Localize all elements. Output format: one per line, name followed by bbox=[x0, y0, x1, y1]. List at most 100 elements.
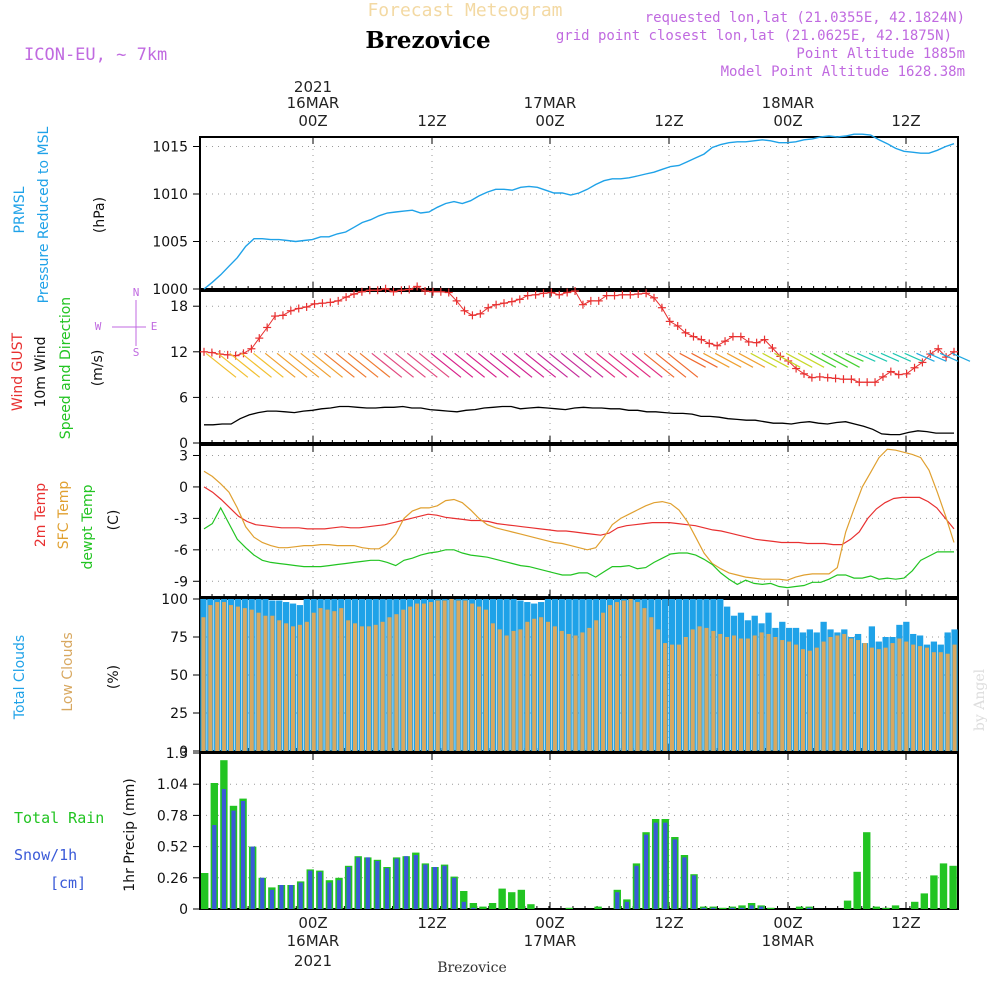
footer-place: Brezovice bbox=[437, 960, 507, 976]
cloud-low-bar-28 bbox=[394, 614, 399, 751]
cloud-low-bar-72 bbox=[697, 626, 702, 751]
wind-gust-marker-51 bbox=[602, 291, 611, 300]
cloud-low-bar-90 bbox=[821, 641, 826, 751]
wind-direction-arrow-45 bbox=[738, 352, 766, 368]
cloud-low-bar-88 bbox=[807, 650, 812, 751]
wind-direction-arrow-38 bbox=[655, 352, 687, 378]
wind-direction-arrow-41 bbox=[691, 352, 718, 368]
wind-gust-marker-78 bbox=[815, 372, 824, 381]
pressure-ytick-label-1: 1005 bbox=[152, 235, 188, 251]
top-tick-1: 00Z bbox=[298, 112, 327, 130]
wind-direction-arrow-15 bbox=[383, 352, 414, 378]
cloud-low-bar-3 bbox=[222, 602, 227, 751]
pressure-frame bbox=[199, 136, 959, 290]
rain-bar-78 bbox=[949, 865, 957, 909]
wind-compass: N E S W bbox=[95, 286, 158, 359]
wind-gust-marker-36 bbox=[484, 303, 493, 312]
cloud-low-bar-61 bbox=[621, 600, 626, 751]
cloud-low-bar-33 bbox=[428, 602, 433, 751]
top-year: 2021 bbox=[294, 78, 332, 96]
wind-gust-marker-91 bbox=[918, 358, 927, 367]
cloud-low-bar-21 bbox=[346, 620, 351, 751]
snow-bar-57 bbox=[749, 905, 754, 909]
rain-bar-68 bbox=[853, 871, 861, 909]
wind-direction-arrow-48 bbox=[774, 352, 801, 368]
cloud-low-bar-46 bbox=[518, 629, 523, 751]
wind-gust-marker-53 bbox=[618, 290, 627, 299]
cloud-low-bar-7 bbox=[249, 609, 254, 751]
rain-bar-62 bbox=[795, 906, 804, 909]
snow-bar-45 bbox=[634, 865, 639, 909]
bottom-date-3: 18MAR bbox=[762, 932, 815, 950]
clouds-frame bbox=[199, 598, 959, 752]
wind-gust-marker-67 bbox=[728, 332, 737, 341]
temperature-frame bbox=[199, 444, 959, 598]
snow-bar-25 bbox=[442, 865, 447, 909]
point-altitude: Point Altitude 1885m bbox=[796, 46, 965, 62]
wind-gust-marker-79 bbox=[823, 373, 832, 382]
wind-gust-marker-60 bbox=[673, 321, 682, 330]
cloud-low-bar-100 bbox=[890, 643, 895, 751]
wind-direction-arrow-25 bbox=[501, 352, 533, 378]
wind-gust-marker-54 bbox=[626, 290, 635, 299]
rain-bar-69 bbox=[863, 832, 871, 909]
snow-bar-44 bbox=[624, 901, 629, 909]
precipitation-frame bbox=[199, 752, 959, 910]
cloud-low-bar-39 bbox=[470, 603, 475, 751]
wind-gust-marker-49 bbox=[586, 296, 595, 305]
cloud-low-bar-64 bbox=[642, 608, 647, 751]
cloud-low-bar-103 bbox=[911, 644, 916, 751]
wind-direction-arrow-43 bbox=[714, 352, 742, 368]
wind-gust-marker-59 bbox=[665, 317, 674, 326]
wind-gust-marker-33 bbox=[460, 306, 469, 315]
snow-bar-16 bbox=[356, 857, 361, 909]
cloud-low-bar-44 bbox=[504, 635, 509, 751]
wind-direction-arrow-36 bbox=[631, 352, 663, 378]
cloud-low-bar-13 bbox=[290, 626, 296, 751]
top-tick-3: 00Z bbox=[535, 112, 564, 130]
wind-gust-marker-29 bbox=[428, 287, 437, 296]
wind-direction-arrow-37 bbox=[643, 352, 675, 378]
wind-gust-marker-65 bbox=[713, 341, 722, 350]
cloud-low-bar-10 bbox=[270, 615, 275, 751]
cloud-low-bar-79 bbox=[745, 638, 750, 751]
cloud-low-bar-18 bbox=[325, 609, 330, 751]
cloud-low-bar-14 bbox=[297, 624, 302, 751]
precip-unit: 1hr Precip (mm) bbox=[122, 778, 138, 891]
wind-gust-marker-62 bbox=[689, 332, 698, 341]
snow-bar-20 bbox=[394, 858, 399, 909]
compass-s: S bbox=[133, 346, 140, 359]
cloud-low-bar-82 bbox=[766, 633, 771, 751]
snow-bar-6 bbox=[260, 877, 265, 909]
snow-bar-8 bbox=[279, 885, 284, 909]
wind-gust-marker-26 bbox=[405, 285, 414, 294]
temp-sfc-line bbox=[203, 448, 955, 581]
cloud-low-bar-95 bbox=[856, 640, 861, 751]
wind-gust-marker-61 bbox=[681, 328, 690, 337]
rain-bar-56 bbox=[738, 905, 746, 909]
wind-gust-marker-15 bbox=[318, 299, 327, 308]
cloud-low-bar-20 bbox=[339, 608, 344, 751]
rain-bar-75 bbox=[920, 893, 929, 909]
wind-10m-label: 10m Wind bbox=[33, 336, 49, 407]
snow-bar-2 bbox=[221, 789, 226, 909]
wind-direction-arrow-7 bbox=[288, 352, 320, 378]
pressure-label-2: Pressure Reduced to MSL bbox=[36, 126, 52, 303]
cloud-low-bar-75 bbox=[718, 633, 723, 751]
panel-labels: PRMSL Pressure Reduced to MSL (hPa) Wind… bbox=[10, 126, 138, 892]
snow-bar-1 bbox=[212, 825, 217, 909]
wind-direction-arrow-21 bbox=[454, 352, 486, 378]
wind-gust-marker-39 bbox=[507, 297, 516, 306]
rain-bar-74 bbox=[911, 901, 919, 909]
top-date-3: 18MAR bbox=[762, 94, 815, 112]
bottom-tick-6: 12Z bbox=[891, 914, 920, 932]
snow-bar-3 bbox=[231, 810, 236, 909]
cloud-low-bar-63 bbox=[635, 602, 640, 751]
temp-dew-label: dewpt Temp bbox=[80, 484, 96, 569]
cloud-low-bar-45 bbox=[511, 630, 516, 751]
temperature-ytick-label-3: 0 bbox=[179, 480, 188, 496]
wind-gust-marker-44 bbox=[547, 288, 556, 297]
wind-direction-arrow-8 bbox=[300, 352, 332, 378]
